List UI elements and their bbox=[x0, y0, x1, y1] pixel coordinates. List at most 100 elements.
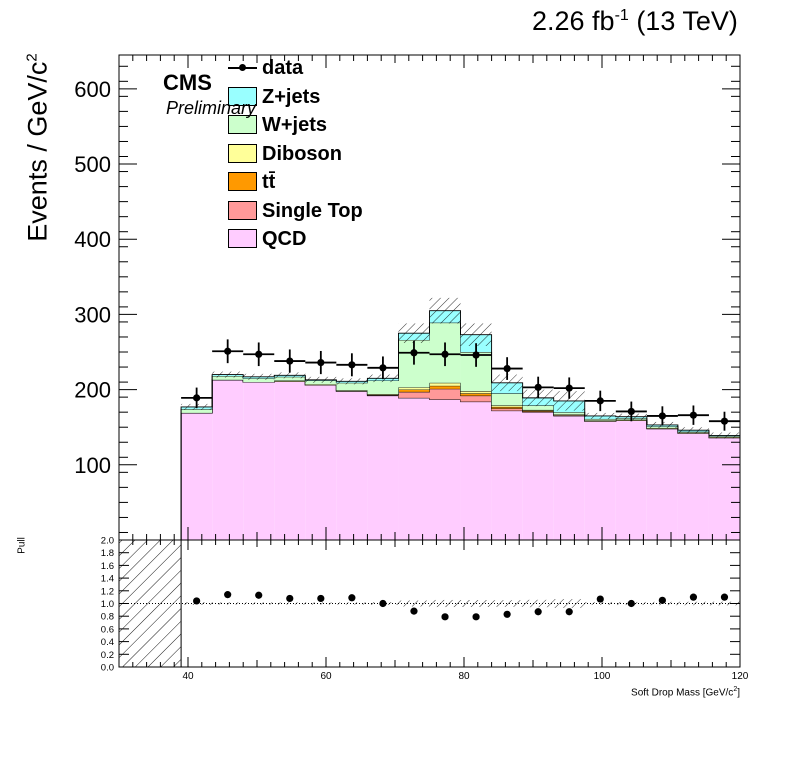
pull-point-14 bbox=[627, 599, 635, 608]
pull-point-8 bbox=[441, 613, 449, 621]
uncertainty-band-3 bbox=[274, 372, 306, 379]
cms-label: CMS bbox=[163, 70, 212, 95]
pull-y-tick-label-6: 1.2 bbox=[101, 586, 114, 597]
bar-qcd-8 bbox=[429, 399, 461, 540]
pull-uncertainty-12 bbox=[553, 599, 585, 608]
bar-w-jets-2 bbox=[243, 378, 275, 383]
y-tick-label-400: 400 bbox=[74, 227, 111, 252]
x-axis-title-text: Soft Drop Mass [GeV/c bbox=[631, 687, 734, 699]
legend-swatch bbox=[228, 86, 257, 106]
pull-y-tick-label-7: 1.4 bbox=[101, 574, 114, 585]
luminosity-label: 2.26 fb-1 (13 TeV) bbox=[532, 6, 738, 37]
pull-point-0 bbox=[193, 597, 201, 605]
bar-qcd-16 bbox=[677, 433, 709, 540]
y-tick-label-100: 100 bbox=[74, 453, 111, 478]
energy-label: (13 TeV) bbox=[628, 6, 738, 36]
data-point-13 bbox=[596, 397, 604, 405]
bar-tt--8 bbox=[429, 385, 461, 389]
pull-y-tick-label-4: 0.8 bbox=[101, 612, 114, 623]
pull-point-9 bbox=[472, 613, 480, 621]
bar-tt--10 bbox=[491, 406, 523, 409]
uncertainty-band-2 bbox=[243, 373, 275, 380]
uncertainty-band-5 bbox=[336, 378, 368, 385]
uncertainty-band-17 bbox=[708, 432, 740, 439]
bar-qcd-9 bbox=[460, 401, 492, 540]
bar-w-jets-12 bbox=[553, 412, 585, 415]
bar-qcd-11 bbox=[522, 412, 554, 540]
pull-uncertainty-10 bbox=[491, 600, 523, 607]
bar-w-jets-1 bbox=[212, 376, 244, 380]
pull-axis-title: Pull bbox=[16, 537, 28, 554]
pull-uncertainty-3 bbox=[274, 602, 306, 605]
bar-diboson-10 bbox=[491, 405, 523, 407]
pull-y-tick-label-5: 1.0 bbox=[101, 599, 114, 610]
bar-qcd-6 bbox=[367, 395, 399, 540]
uncertainty-band-8 bbox=[429, 297, 461, 324]
bar-w-jets-11 bbox=[522, 405, 554, 410]
x-axis-title-end: ] bbox=[737, 687, 740, 699]
pull-y-tick-label-8: 1.6 bbox=[101, 561, 114, 572]
pull-y-tick-label-10: 2.0 bbox=[101, 536, 114, 547]
legend-label: Z+jets bbox=[262, 85, 321, 108]
data-point-8 bbox=[441, 350, 449, 358]
legend-marker-data bbox=[228, 64, 257, 71]
pull-uncertainty-7 bbox=[398, 600, 430, 607]
pull-point-4 bbox=[317, 594, 325, 603]
y-axis-title: Events / GeV/c2 bbox=[23, 0, 54, 298]
bar-w-jets-0 bbox=[181, 409, 213, 413]
uncertainty-band-10 bbox=[491, 374, 523, 392]
bar-w-jets-13 bbox=[584, 418, 616, 421]
pull-uncertainty-2 bbox=[243, 602, 275, 605]
pull-y-tick-label-1: 0.2 bbox=[101, 650, 114, 661]
legend-label: W+jets bbox=[262, 114, 328, 136]
bar-w-jets-5 bbox=[336, 382, 368, 391]
data-point-10 bbox=[503, 364, 511, 373]
bar-tt--7 bbox=[398, 389, 430, 392]
legend-swatch bbox=[228, 143, 257, 163]
pull-y-tick-label-9: 1.8 bbox=[101, 548, 114, 559]
data-point-15 bbox=[658, 412, 666, 420]
pull-point-15 bbox=[658, 596, 666, 604]
pull-point-11 bbox=[534, 608, 542, 616]
pull-point-16 bbox=[689, 593, 698, 601]
bar-qcd-0 bbox=[181, 412, 213, 540]
data-point-0 bbox=[193, 394, 201, 402]
x-tick-label-40: 40 bbox=[182, 671, 194, 682]
data-point-2 bbox=[255, 350, 263, 358]
uncertainty-band-1 bbox=[212, 371, 244, 378]
y-axis-title-exp: 2 bbox=[23, 53, 41, 62]
pull-point-1 bbox=[224, 591, 232, 599]
data-point-1 bbox=[224, 347, 232, 355]
data-point-5 bbox=[348, 361, 356, 369]
pull-point-12 bbox=[565, 608, 573, 616]
uncertainty-band-9 bbox=[460, 323, 492, 346]
x-tick-label-100: 100 bbox=[594, 671, 611, 682]
legend-swatch bbox=[228, 229, 257, 248]
bar-single-top-9 bbox=[460, 395, 492, 402]
y-tick-label-300: 300 bbox=[74, 302, 111, 327]
uncertainty-band-7 bbox=[398, 323, 430, 343]
pull-y-tick-label-3: 0.6 bbox=[101, 624, 114, 635]
pull-uncertainty-8 bbox=[429, 599, 461, 608]
pull-uncertainty-4 bbox=[305, 602, 337, 605]
legend-swatch bbox=[228, 172, 257, 191]
bar-w-jets-6 bbox=[367, 380, 399, 395]
bar-qcd-13 bbox=[584, 421, 616, 540]
data-point-16 bbox=[689, 411, 698, 419]
data-point-6 bbox=[379, 364, 387, 372]
legend-swatch bbox=[228, 200, 257, 220]
legend-label: Diboson bbox=[262, 142, 342, 165]
data-point-11 bbox=[534, 383, 542, 391]
pull-uncertainty-5 bbox=[336, 602, 368, 605]
lumi-exponent: -1 bbox=[614, 7, 629, 24]
x-axis-title: Soft Drop Mass [GeV/c2] bbox=[631, 686, 740, 698]
pull-uncertainty-1 bbox=[212, 602, 244, 605]
uncertainty-band-13 bbox=[584, 412, 616, 419]
uncertainty-band-12 bbox=[553, 391, 585, 411]
bar-w-jets-3 bbox=[274, 376, 306, 381]
pull-point-7 bbox=[410, 607, 418, 615]
y-tick-label-500: 500 bbox=[74, 152, 111, 177]
pull-point-10 bbox=[503, 610, 511, 618]
pull-uncertainty-17 bbox=[708, 601, 740, 606]
